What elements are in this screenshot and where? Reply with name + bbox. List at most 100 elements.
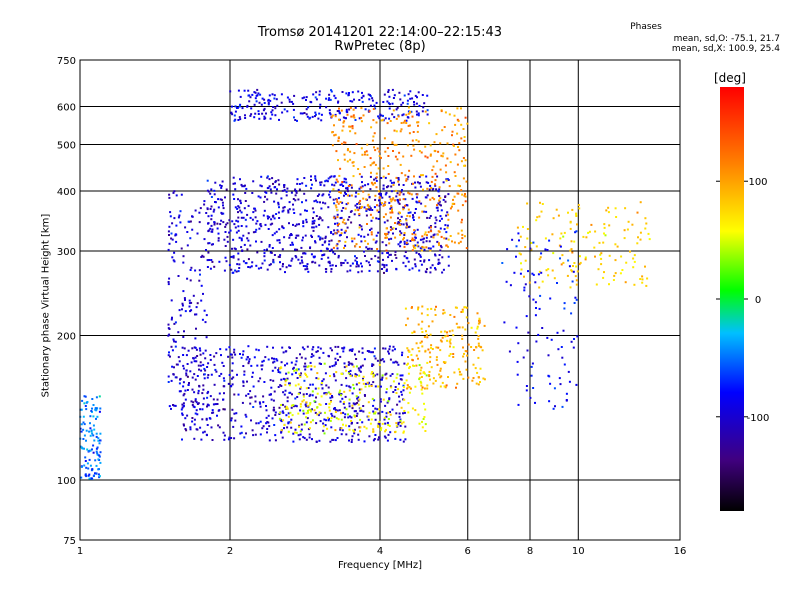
data-point [340,209,343,212]
data-point [285,407,288,410]
data-point [330,426,333,429]
data-point [217,237,220,240]
data-point [345,384,348,387]
data-point [274,439,277,442]
data-point [203,430,206,433]
data-point [375,234,378,237]
data-point [255,94,258,97]
data-point [216,403,219,405]
data-point [344,178,347,181]
data-point [358,187,361,190]
data-point [463,139,466,142]
data-point [641,275,644,278]
data-point [311,183,313,186]
data-point [211,409,214,412]
data-point [308,436,311,439]
data-point [360,240,363,243]
data-point [305,99,307,101]
data-point [246,237,249,240]
data-point [374,107,377,110]
data-point [408,124,411,127]
data-point [349,100,352,103]
data-point [429,215,432,217]
data-point [613,274,616,277]
data-point [252,231,255,234]
data-point [526,349,529,352]
data-point [89,449,92,452]
data-point [284,380,287,383]
data-point [255,240,257,243]
data-point [426,384,429,387]
data-point [197,402,200,405]
data-point [210,214,213,217]
data-point [377,167,380,170]
data-point [602,276,605,279]
data-point [87,474,90,477]
data-point [210,205,213,208]
data-point [202,352,205,355]
data-point [278,206,280,209]
data-point [328,193,331,196]
data-point [329,392,332,395]
data-point [262,425,265,428]
data-point [349,373,352,376]
data-point [362,375,365,378]
data-point [237,205,240,208]
data-point [172,259,175,262]
data-point [436,160,439,163]
data-point [374,407,377,410]
data-point [348,125,351,128]
data-point [299,403,302,406]
data-point [167,283,170,286]
data-point [309,383,312,386]
data-point [446,157,449,160]
data-point [203,373,206,376]
data-point [239,95,242,98]
data-point [213,189,216,192]
data-point [399,130,402,133]
data-point [366,350,369,352]
data-point [363,235,366,238]
data-point [91,407,93,410]
data-point [201,408,204,411]
data-point [397,423,400,426]
data-point [525,385,528,387]
data-point [358,388,361,391]
data-point [574,275,577,278]
data-point [225,188,228,191]
data-point [230,111,233,114]
y-tick-label: 75 [63,536,76,547]
data-point [449,314,452,316]
data-point [445,214,448,217]
data-point [354,119,357,121]
data-point [421,420,423,423]
data-point [419,255,422,258]
data-point [276,104,279,107]
data-point [536,216,539,219]
data-point [373,206,376,209]
data-point [285,194,288,197]
data-point [354,353,356,356]
data-point [621,269,624,271]
data-point [302,436,305,439]
data-point [83,395,86,398]
data-point [355,383,358,386]
data-point [199,207,202,210]
data-point [534,401,536,404]
data-point [287,415,290,418]
data-point [253,116,256,119]
data-point [290,404,293,407]
data-point [311,383,314,386]
data-point [360,388,363,391]
data-point [437,242,440,245]
data-point [263,209,266,212]
data-point [273,200,276,203]
data-point [345,424,347,427]
data-point [233,114,236,117]
data-point [292,366,295,369]
data-point [526,228,529,230]
data-point [337,188,340,191]
data-point [452,353,455,355]
data-point [384,422,387,425]
data-point [385,268,388,271]
